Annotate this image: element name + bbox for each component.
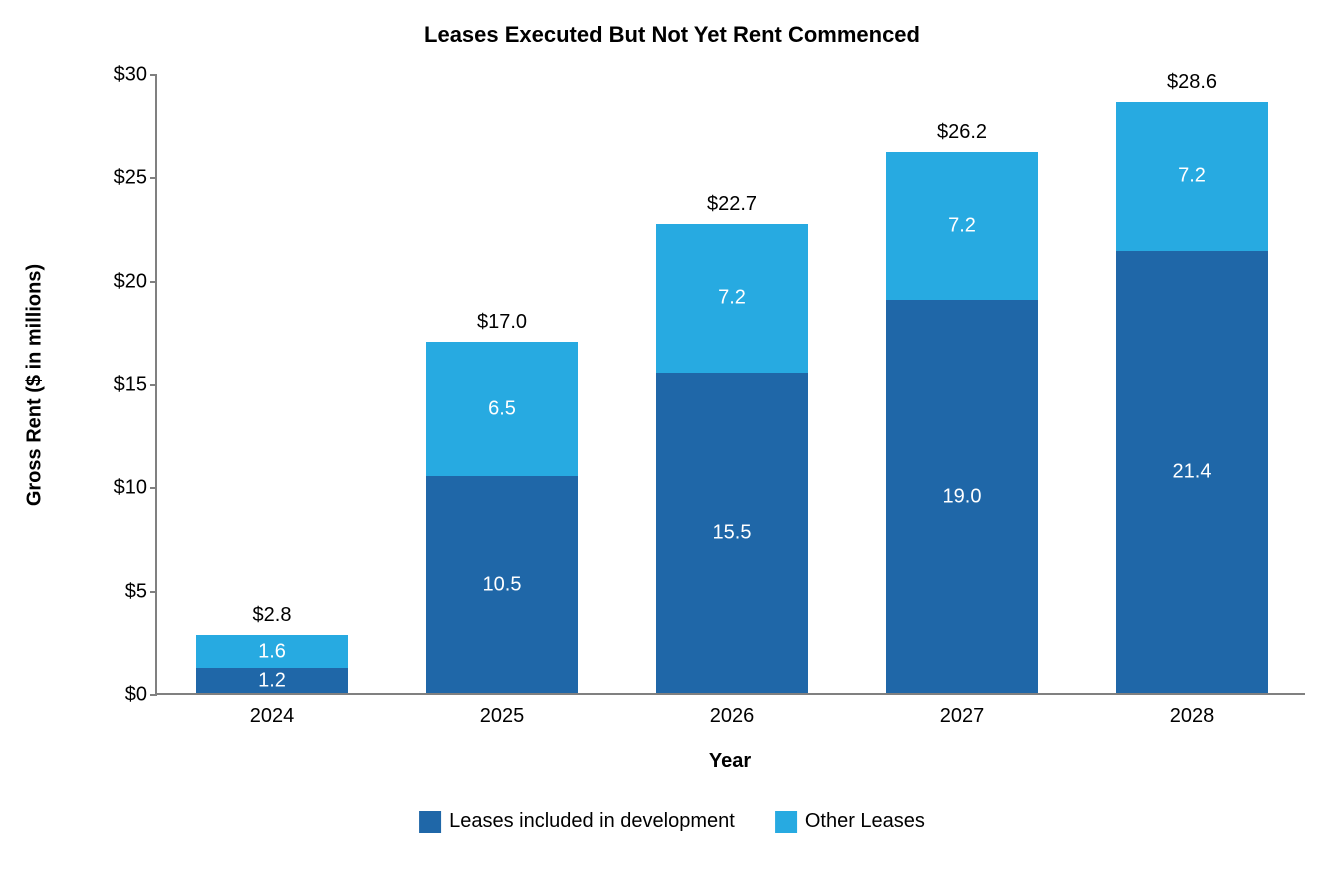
y-tick-mark [150,281,157,283]
bar-segment-label: 1.6 [196,640,348,663]
bar-total-label: $2.8 [196,604,348,627]
bar-segment-other: 7.2 [656,224,808,373]
bar-group: 1.21.6$2.8 [196,635,348,693]
bar-total-label: $17.0 [426,311,578,334]
y-tick-mark [150,591,157,593]
bar-segment-other: 7.2 [886,152,1038,301]
y-tick-mark [150,74,157,76]
y-axis-title: Gross Rent ($ in millions) [24,264,47,506]
x-tick-label: 2024 [250,705,295,728]
bar-total-label: $22.7 [656,193,808,216]
bar-segment-label: 19.0 [886,485,1038,508]
bar-segment-label: 21.4 [1116,460,1268,483]
legend-label: Leases included in development [449,810,735,833]
legend: Leases included in development Other Leas… [419,810,925,833]
legend-item: Leases included in development [419,810,735,833]
y-tick-label: $15 [114,374,147,397]
y-tick-mark [150,177,157,179]
bar-segment-label: 6.5 [426,397,578,420]
bar-segment-other: 6.5 [426,342,578,476]
y-tick-mark [150,384,157,386]
bar-segment-dev: 21.4 [1116,251,1268,693]
y-tick-label: $30 [114,64,147,87]
bar-group: 15.57.2$22.7 [656,224,808,693]
bar-segment-other: 7.2 [1116,102,1268,251]
x-tick-label: 2026 [710,705,755,728]
bar-segment-label: 7.2 [1116,165,1268,188]
bar-segment-label: 7.2 [656,287,808,310]
bar-segment-label: 1.2 [196,669,348,692]
bar-segment-dev: 19.0 [886,300,1038,693]
bar-segment-label: 15.5 [656,521,808,544]
bar-group: 10.56.5$17.0 [426,342,578,693]
y-tick-label: $0 [125,684,147,707]
x-tick-label: 2028 [1170,705,1215,728]
legend-label: Other Leases [805,810,925,833]
y-tick-label: $25 [114,167,147,190]
y-tick-label: $5 [125,580,147,603]
y-tick-mark [150,694,157,696]
bar-segment-label: 7.2 [886,214,1038,237]
bar-segment-dev: 15.5 [656,373,808,693]
chart-title: Leases Executed But Not Yet Rent Commenc… [0,22,1344,48]
bar-segment-label: 10.5 [426,573,578,596]
bar-segment-other: 1.6 [196,635,348,668]
bar-total-label: $26.2 [886,121,1038,144]
x-tick-label: 2025 [480,705,525,728]
plot-area: $0$5$10$15$20$25$3020241.21.6$2.8202510.… [155,75,1305,695]
bar-total-label: $28.6 [1116,71,1268,94]
legend-swatch [775,811,797,833]
legend-swatch [419,811,441,833]
y-tick-label: $10 [114,477,147,500]
x-tick-label: 2027 [940,705,985,728]
legend-item: Other Leases [775,810,925,833]
bar-group: 21.47.2$28.6 [1116,102,1268,693]
bar-group: 19.07.2$26.2 [886,152,1038,693]
x-axis-title: Year [709,750,751,773]
bar-segment-dev: 10.5 [426,476,578,693]
y-tick-label: $20 [114,270,147,293]
chart-container: Leases Executed But Not Yet Rent Commenc… [0,0,1344,882]
y-tick-mark [150,487,157,489]
bar-segment-dev: 1.2 [196,668,348,693]
